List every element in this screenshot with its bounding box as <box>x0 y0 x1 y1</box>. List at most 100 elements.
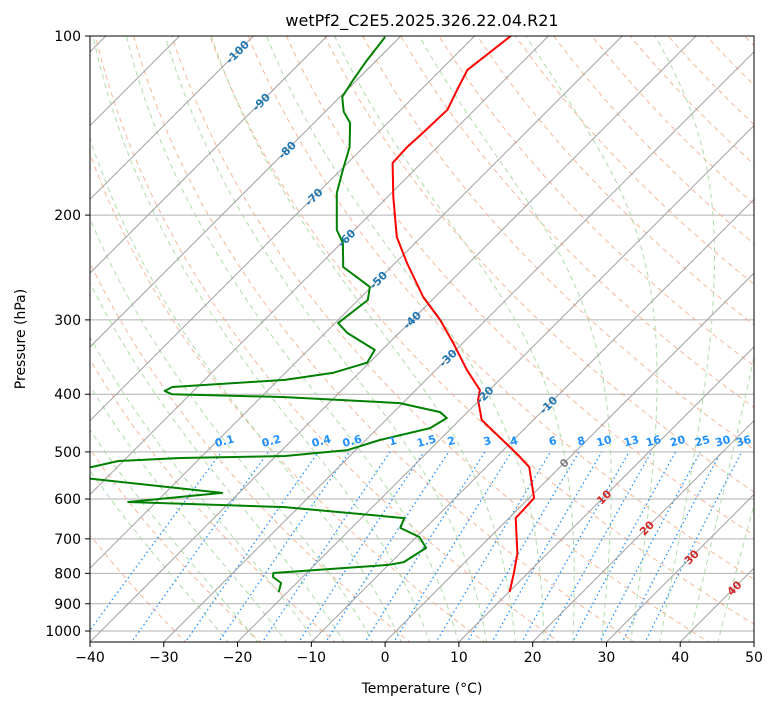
moist-adiabat <box>654 36 715 642</box>
mixing-ratio-label: 0.1 <box>213 432 235 450</box>
dry-adiabat <box>514 36 754 285</box>
chart-title: wetPf2_C2E5.2025.326.22.04.R21 <box>285 11 558 31</box>
line-labels: 0.1 0.2 0.4 0.6 1 1.5 2 3 4 6 8 10 13 16 20 25 30 36 -100 -… <box>213 38 753 599</box>
dry-adiabat <box>90 534 187 642</box>
x-tick-label: −20 <box>223 650 253 666</box>
moist-adiabat <box>210 36 516 642</box>
x-tick-label: −40 <box>75 650 105 666</box>
moist-adiabat <box>90 469 229 642</box>
isotherm <box>90 36 328 274</box>
mixing-ratio-label: 25 <box>693 433 711 450</box>
temperature-profile-line <box>391 36 536 593</box>
moist-adiabat <box>164 36 488 642</box>
dry-adiabat <box>209 36 754 625</box>
y-tick-label: 1000 <box>45 624 81 640</box>
y-tick-label: 800 <box>54 566 81 582</box>
moist-adiabat <box>688 354 754 642</box>
isotherm <box>163 51 754 642</box>
isotherm <box>90 36 697 642</box>
dry-adiabat <box>90 152 486 642</box>
dry-adiabat <box>90 358 336 642</box>
mixing-ratio-label: 0.2 <box>260 432 282 450</box>
y-tick-label: 900 <box>54 597 81 613</box>
moist-adiabat <box>525 36 658 642</box>
isotherm <box>90 36 254 201</box>
mixing-ratio-line <box>130 451 270 642</box>
mixing-ratio-label: 0.6 <box>341 432 364 450</box>
mixing-ratio-line <box>599 451 701 642</box>
moist-adiabat <box>90 136 402 642</box>
x-tick-label: 50 <box>745 650 763 666</box>
isotherm-label: -100 <box>223 38 252 67</box>
isotherm <box>90 36 549 496</box>
dry-adiabat <box>591 36 754 205</box>
dry-adiabat <box>90 262 411 642</box>
isotherm <box>458 346 754 642</box>
mixing-ratio-line <box>217 451 350 642</box>
mixing-ratio-label: 8 <box>576 434 587 449</box>
moist-adiabat <box>125 36 459 642</box>
dry-adiabat <box>476 36 754 326</box>
x-tick-label: 40 <box>671 650 689 666</box>
isotherm <box>605 493 754 642</box>
mixing-ratio-line <box>261 451 391 642</box>
y-tick-label: 700 <box>54 532 81 548</box>
x-tick-label: 30 <box>598 650 616 666</box>
dry-adiabat <box>400 36 754 408</box>
moist-adiabat <box>90 281 345 642</box>
mixing-ratio-line <box>393 451 513 642</box>
moist-adiabat <box>92 36 431 642</box>
isotherm <box>384 272 754 642</box>
y-tick-label: 100 <box>54 29 81 45</box>
dry-adiabat <box>90 448 262 642</box>
y-axis-title: Pressure (hPa) <box>13 289 29 389</box>
y-tick-label: 300 <box>54 313 81 329</box>
mixing-ratio-label: 20 <box>669 433 687 450</box>
dewpoint-profile-line <box>90 36 448 593</box>
isotherm <box>310 198 754 642</box>
moist-adiabat <box>418 36 612 642</box>
dry-adiabat <box>171 36 710 642</box>
mixing-ratio-line <box>364 451 486 642</box>
y-tick-label: 200 <box>54 208 81 224</box>
y-tick-label: 600 <box>54 492 81 508</box>
dry-adiabat <box>553 36 754 245</box>
mixing-ratio-label: 6 <box>547 434 558 449</box>
isotherm-label: -90 <box>250 90 273 113</box>
mixing-ratio-label: 2 <box>446 434 457 449</box>
mixing-ratio-label: 0.4 <box>310 432 333 450</box>
isotherm <box>90 36 476 422</box>
isotherm <box>90 36 402 348</box>
mixing-ratio-label: 1.5 <box>415 432 437 450</box>
plot-frame <box>89 35 755 643</box>
mixing-ratio-line <box>466 451 580 642</box>
dry-adiabat <box>629 36 754 165</box>
dry-adiabat <box>362 36 754 451</box>
dry-adiabat <box>247 36 754 581</box>
mixing-ratio-line <box>325 451 450 642</box>
y-tick-label: 400 <box>54 387 81 403</box>
mixing-ratio-label: 13 <box>622 433 640 450</box>
x-tick-label: 0 <box>381 650 390 666</box>
mixing-ratio-label: 4 <box>509 434 520 449</box>
dry-adiabat <box>667 36 754 126</box>
mixing-ratio-line <box>621 451 722 642</box>
y-tick-label: 500 <box>54 445 81 461</box>
x-tick-label: 20 <box>524 650 542 666</box>
axes: −40 −30 −20 −10 0 10 20 30 40 5010020030040050060… <box>45 29 763 666</box>
mixing-ratio-label: 36 <box>735 433 753 450</box>
moist-adiabat <box>90 217 374 642</box>
dry-adiabat <box>133 36 635 642</box>
x-axis-title: Temperature (°C) <box>361 681 483 697</box>
mixing-ratio-line <box>298 451 425 642</box>
dry-adiabat <box>438 36 754 367</box>
moist-adiabat <box>334 36 575 642</box>
x-tick-label: 10 <box>450 650 468 666</box>
isotherm <box>531 419 754 642</box>
isotherm <box>90 36 623 569</box>
mixing-ratio-line <box>435 451 552 642</box>
mixing-ratio-line <box>571 451 677 642</box>
mixing-ratio-label: 16 <box>644 433 662 450</box>
isotherm <box>753 641 754 642</box>
